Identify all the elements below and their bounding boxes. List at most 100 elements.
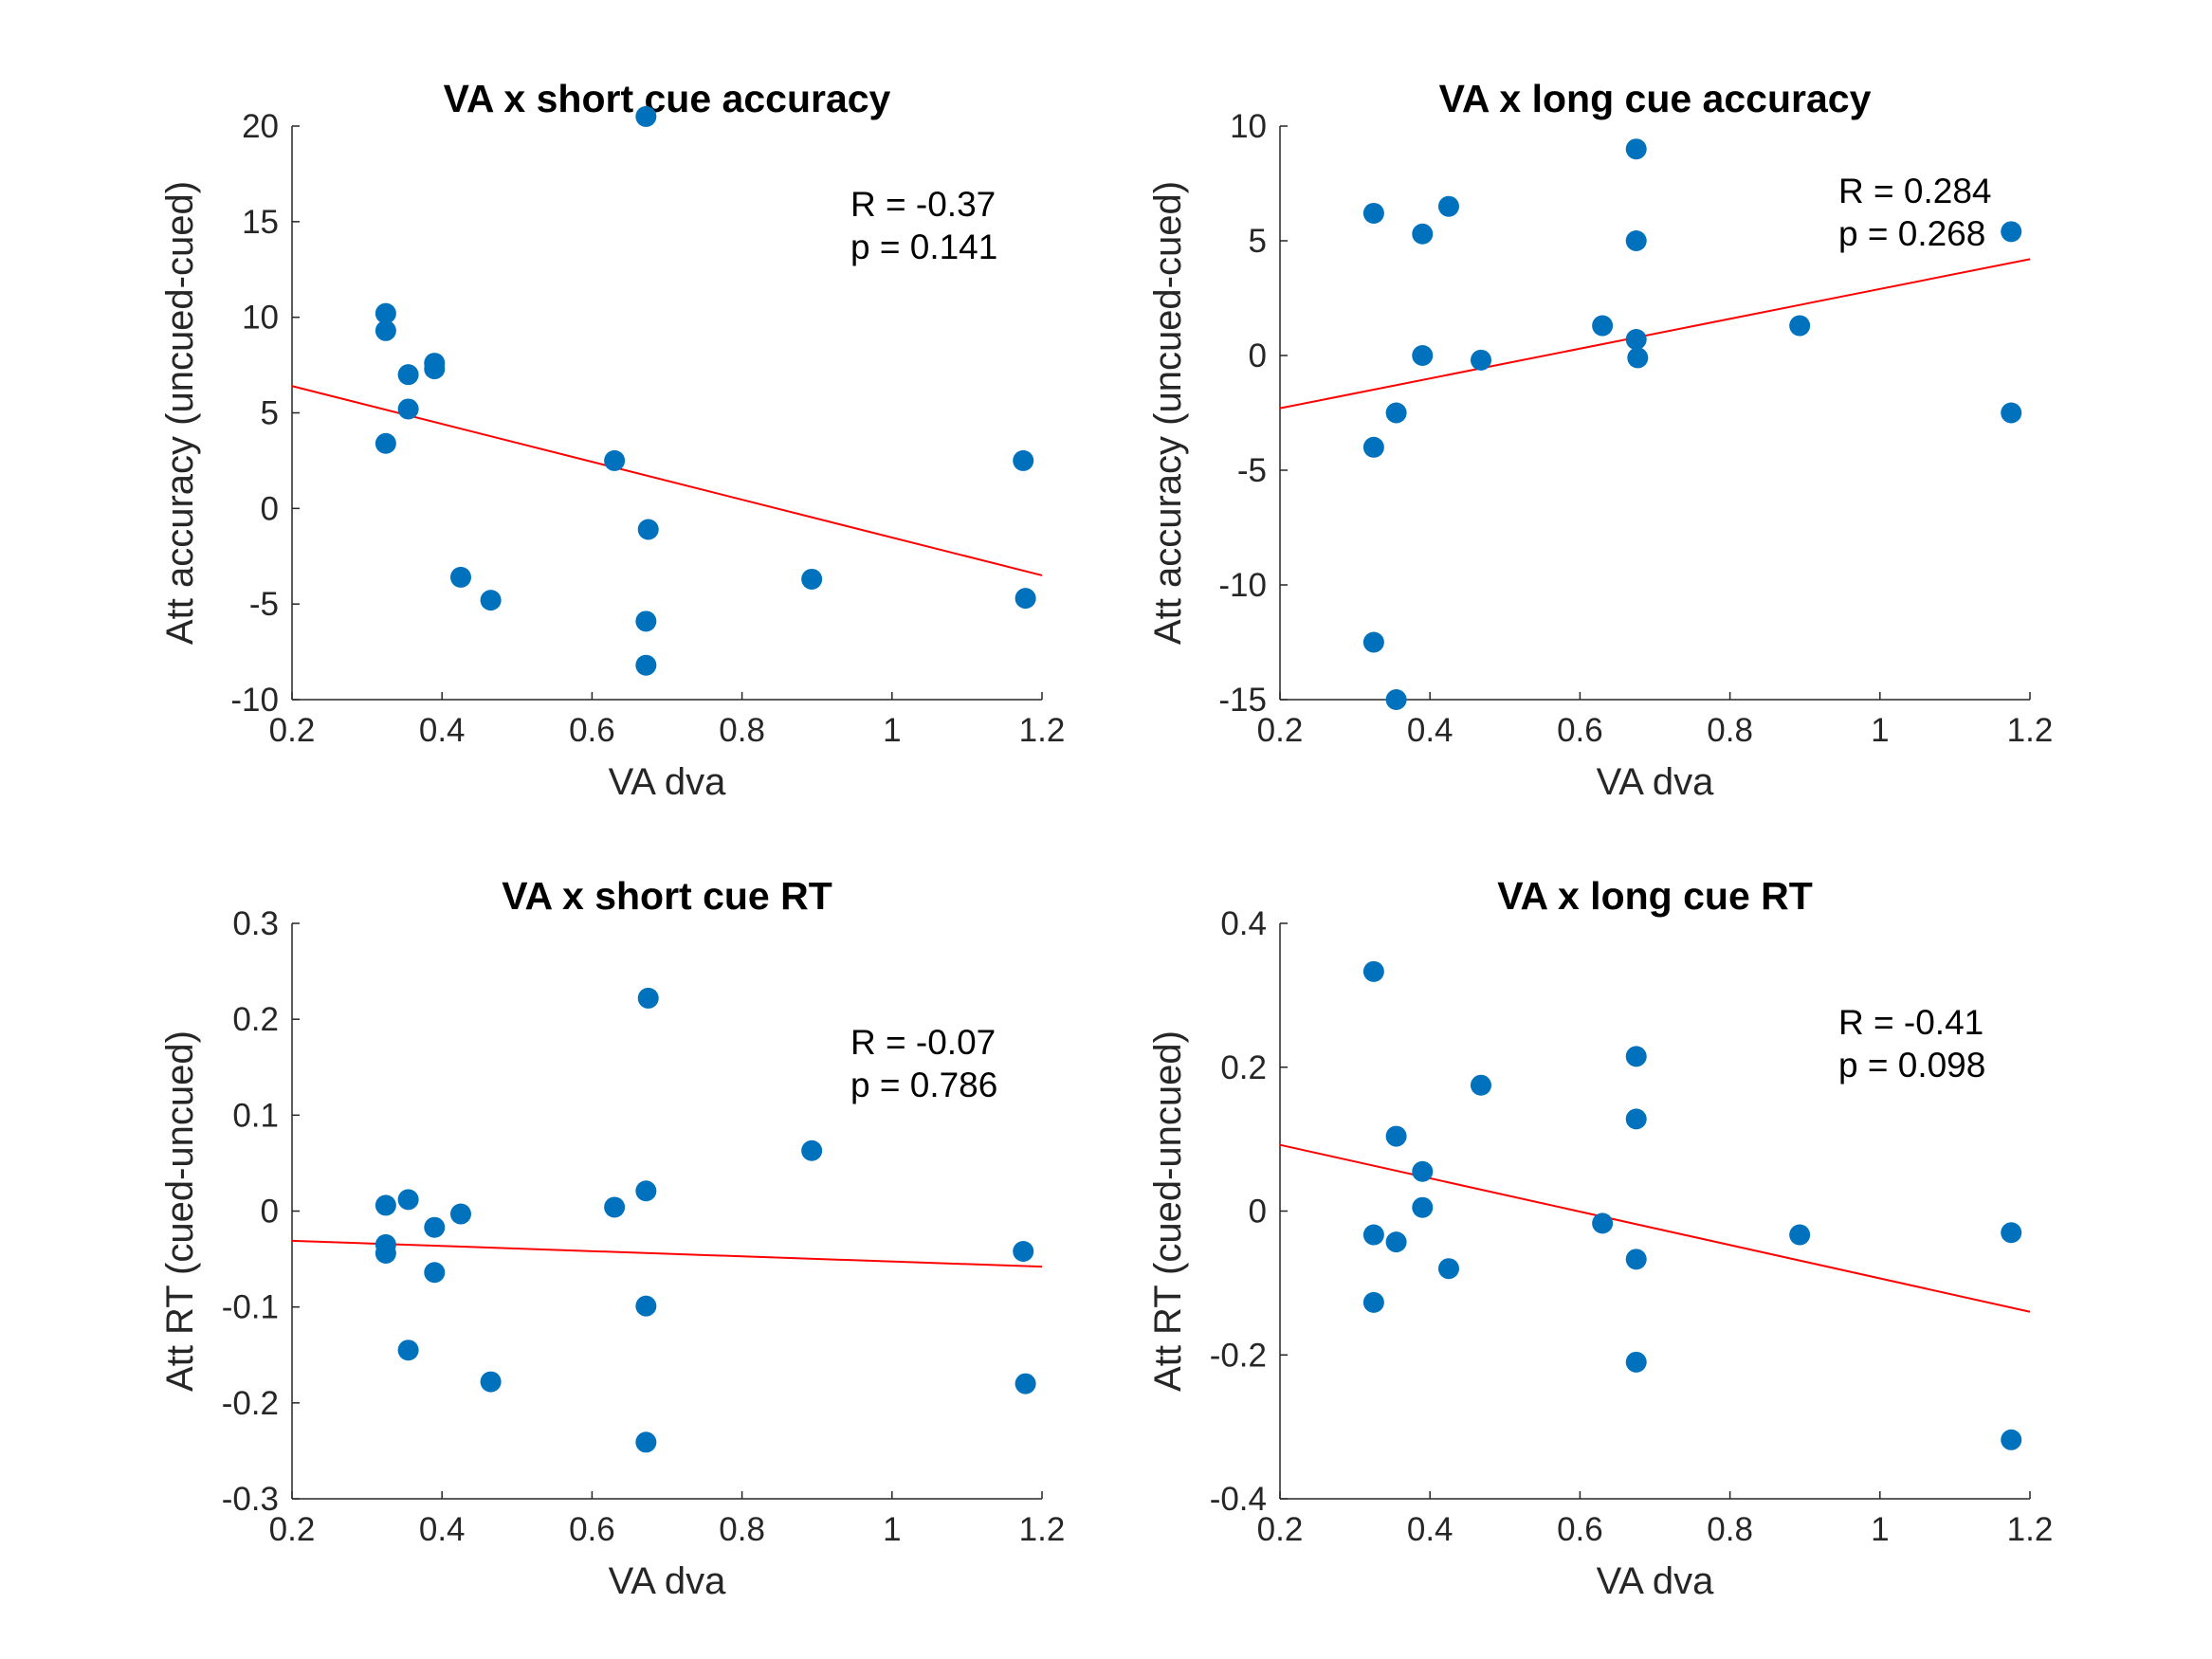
chart-title: VA x short cue accuracy [444, 77, 891, 120]
y-tick-label: 0.2 [232, 1001, 279, 1038]
x-axis-label: VA dva [1597, 1560, 1715, 1602]
x-tick-label: 0.6 [1557, 712, 1603, 749]
y-tick-label: -5 [1237, 452, 1267, 489]
x-tick-label: 0.8 [719, 1511, 765, 1548]
x-tick-label: 0.8 [1707, 1511, 1753, 1548]
x-tick-label: 1 [883, 712, 901, 749]
data-point [801, 568, 823, 590]
stat-r-value: R = -0.37 [850, 185, 996, 224]
data-point [2001, 1222, 2022, 1244]
data-point [1437, 1258, 1459, 1280]
chart-panel-1: 0.2 0.4 0.6 0.8 1 1.2 -10 -5 0 5 10 15 20 VA x short … [159, 77, 1065, 803]
data-point [375, 432, 396, 454]
stat-p-value: p = 0.786 [850, 1066, 997, 1104]
y-tick-label: -0.1 [222, 1289, 279, 1326]
data-point [2001, 1429, 2022, 1450]
x-axis-label: VA dva [609, 1560, 727, 1602]
x-tick-label: 0.4 [419, 712, 466, 749]
x-tick-label: 1.2 [2007, 712, 2054, 749]
x-tick-label: 1 [883, 1511, 901, 1548]
data-point [637, 987, 659, 1009]
y-axis-label: Att RT (cued-uncued) [1147, 1030, 1189, 1392]
chart-title: VA x long cue RT [1497, 874, 1813, 918]
y-tick-label: 15 [242, 204, 279, 241]
y-tick-label: -0.2 [222, 1385, 279, 1422]
y-tick-label: 0 [261, 1194, 279, 1231]
data-point [480, 1371, 502, 1393]
data-point [449, 1203, 471, 1225]
data-point [1437, 195, 1459, 217]
y-tick-label: -0.3 [222, 1481, 279, 1518]
data-point [424, 1216, 446, 1238]
stat-r-value: R = 0.284 [1838, 172, 1991, 210]
data-point [1627, 347, 1649, 369]
fit-line [1279, 1143, 2031, 1313]
data-point [1362, 436, 1384, 458]
stat-p-value: p = 0.268 [1838, 214, 1985, 253]
y-tick-label: -15 [1218, 682, 1267, 719]
stat-p-value: p = 0.098 [1838, 1046, 1985, 1085]
data-point [635, 611, 657, 632]
data-point [1362, 202, 1384, 224]
y-tick-label: -0.2 [1210, 1337, 1267, 1374]
x-tick-label: 1 [1871, 712, 1889, 749]
x-tick-label: 0.2 [1257, 1511, 1304, 1548]
chart-panel-4: 0.2 0.4 0.6 0.8 1 1.2 -0.4 -0.2 0 0.2 0.4 VA x long… [1147, 874, 2053, 1602]
y-tick-label: 0 [1249, 1194, 1267, 1231]
data-point [1015, 1373, 1036, 1395]
y-tick-label: 0 [1249, 337, 1267, 374]
x-axis-label: VA dva [609, 761, 727, 803]
data-point [449, 566, 471, 588]
data-point [604, 449, 626, 471]
data-point [635, 105, 657, 127]
fit-line [291, 385, 1043, 576]
data-point [1625, 138, 1647, 160]
data-point [1592, 1212, 1614, 1234]
y-axis-label: Att accuracy (uncued-cued) [159, 181, 201, 645]
data-point [1013, 449, 1034, 471]
fit-line [1279, 258, 2031, 410]
y-tick-label: 0.4 [1220, 905, 1267, 942]
data-point [635, 1295, 657, 1317]
data-point [1362, 1224, 1384, 1246]
data-point [1362, 1291, 1384, 1313]
x-tick-label: 0.8 [719, 712, 765, 749]
data-point [1592, 315, 1614, 337]
data-point [1412, 345, 1434, 366]
data-point [1385, 689, 1407, 710]
x-tick-label: 1.2 [2007, 1511, 2054, 1548]
stat-r-value: R = -0.07 [850, 1023, 996, 1062]
data-point [1625, 1351, 1647, 1373]
x-tick-label: 0.4 [1407, 1511, 1453, 1548]
x-tick-label: 0.4 [419, 1511, 466, 1548]
data-point [1412, 1196, 1434, 1218]
x-tick-label: 0.2 [269, 712, 316, 749]
y-tick-label: -10 [230, 682, 279, 719]
data-point [397, 398, 419, 420]
x-tick-label: 0.4 [1407, 712, 1453, 749]
data-point [2001, 221, 2022, 243]
chart-panel-2: 0.2 0.4 0.6 0.8 1 1.2 -15 -10 -5 0 5 10 VA x long cu… [1147, 77, 2053, 803]
data-point [424, 358, 446, 380]
data-point [480, 590, 502, 611]
x-tick-label: 0.6 [569, 1511, 615, 1548]
data-point [637, 519, 659, 540]
y-tick-label: 10 [242, 300, 279, 337]
data-point [635, 1431, 657, 1453]
y-tick-label: -5 [249, 586, 279, 623]
chart-title: VA x short cue RT [502, 874, 832, 918]
y-tick-label: 0 [261, 490, 279, 527]
data-point [1625, 230, 1647, 251]
data-point [375, 302, 396, 324]
x-tick-label: 1.2 [1019, 1511, 1066, 1548]
data-point [1015, 588, 1036, 610]
y-tick-label: 0.3 [232, 905, 279, 942]
data-point [424, 1262, 446, 1284]
data-point [1625, 1046, 1647, 1067]
chart-panel-3: 0.2 0.4 0.6 0.8 1 1.2 -0.3 -0.2 -0.1 0 0.1 0.2 0.3 VA… [159, 874, 1065, 1602]
data-point [635, 654, 657, 676]
data-point [2001, 402, 2022, 424]
stat-r-value: R = -0.41 [1838, 1003, 1983, 1042]
y-tick-label: -10 [1218, 567, 1267, 604]
